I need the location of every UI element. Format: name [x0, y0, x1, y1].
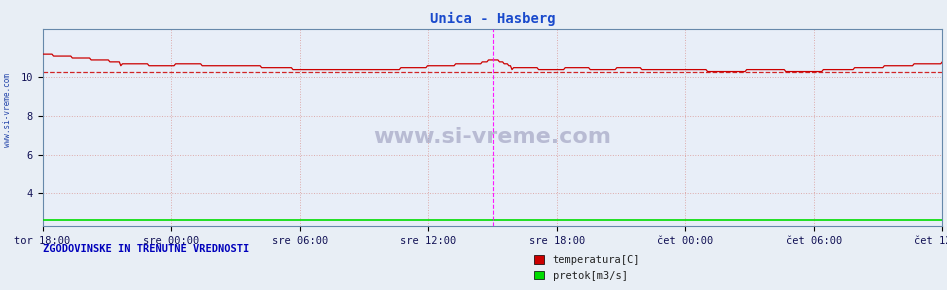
Text: www.si-vreme.com: www.si-vreme.com: [3, 73, 12, 147]
Title: Unica - Hasberg: Unica - Hasberg: [430, 12, 555, 26]
Text: ZGODOVINSKE IN TRENUTNE VREDNOSTI: ZGODOVINSKE IN TRENUTNE VREDNOSTI: [43, 244, 249, 254]
Legend: temperatura[C], pretok[m3/s]: temperatura[C], pretok[m3/s]: [530, 251, 644, 285]
Text: www.si-vreme.com: www.si-vreme.com: [373, 128, 612, 147]
